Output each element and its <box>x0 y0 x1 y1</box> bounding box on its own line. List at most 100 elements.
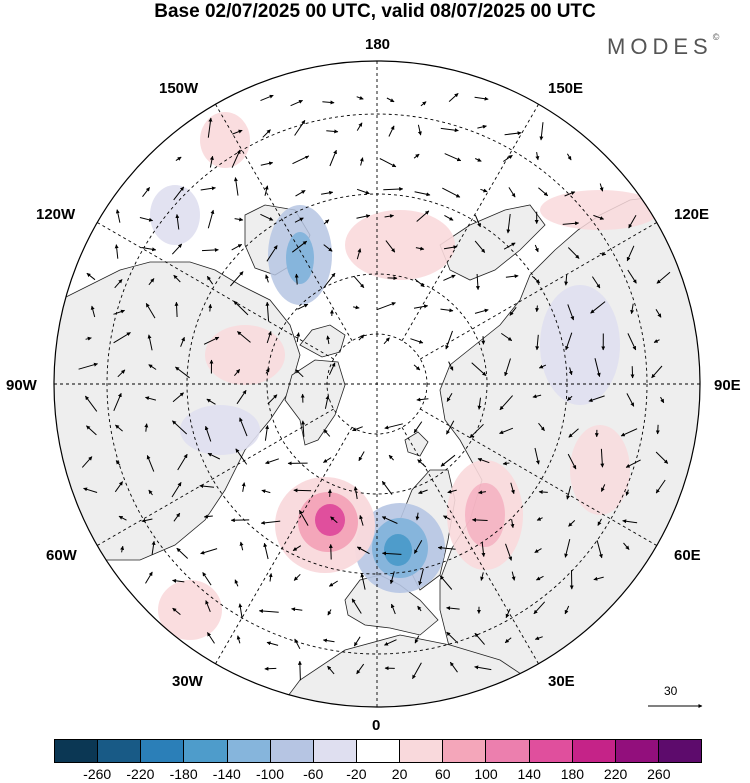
wind-vector <box>383 337 390 345</box>
wind-vector <box>322 638 335 643</box>
map-title: Base 02/07/2025 00 UTC, valid 08/07/2025… <box>154 1 596 22</box>
wind-vector <box>471 362 487 376</box>
wind-vector <box>590 301 606 314</box>
lon-label-120e: 120E <box>674 206 710 223</box>
anomaly-shading <box>150 112 660 640</box>
wind-vector <box>323 457 332 463</box>
wind-vector <box>415 246 425 251</box>
wind-vector <box>86 272 96 281</box>
colorbar-segment <box>98 740 142 762</box>
wind-vector <box>351 598 362 614</box>
wind-vector <box>505 608 511 619</box>
wind-vector <box>329 149 337 167</box>
land-africa <box>269 634 601 707</box>
brand-copyright: © <box>712 32 720 42</box>
wind-vector <box>83 487 98 493</box>
wind-vector <box>265 368 270 374</box>
wind-vector <box>533 601 546 615</box>
wind-vector <box>84 395 98 412</box>
brand-name: MODES <box>607 34 713 59</box>
wind-vector <box>200 548 218 555</box>
wind-vector <box>535 305 540 313</box>
wind-vector <box>630 303 635 315</box>
wind-vector <box>413 304 429 309</box>
wind-vector <box>115 424 123 432</box>
wind-vector <box>626 393 635 407</box>
wind-vector <box>622 519 638 524</box>
wind-vector <box>199 484 215 489</box>
colorbar-segment <box>227 740 271 762</box>
colorbar-segment <box>486 740 530 762</box>
wind-vector <box>264 666 277 671</box>
wind-vector <box>260 520 281 525</box>
wind-vector <box>144 423 149 432</box>
wind-vector <box>448 93 459 102</box>
wind-vector <box>208 303 213 312</box>
wind-vector <box>234 369 241 377</box>
wind-vector <box>321 190 334 195</box>
wind-vector <box>236 389 247 405</box>
wind-vector <box>594 358 601 377</box>
wind-vector <box>474 214 481 228</box>
colorbar-tick-label: -180 <box>169 766 198 782</box>
wind-vector <box>85 336 92 341</box>
wind-vector <box>511 571 516 581</box>
land-svalbard <box>404 431 429 457</box>
wind-vector <box>504 637 512 644</box>
anomaly-positive-eastasia <box>540 190 660 230</box>
wind-vector <box>382 551 402 556</box>
wind-vector <box>352 426 363 432</box>
anomaly-positive-canada <box>205 325 285 385</box>
wind-vector <box>414 635 420 644</box>
wind-vector <box>474 240 486 253</box>
wind-vector <box>503 154 513 162</box>
anomaly-positive-atlantic-south <box>158 580 222 640</box>
anomaly-negative-siberia <box>540 285 620 405</box>
wind-vector <box>148 278 155 286</box>
wind-vector <box>114 279 123 289</box>
wind-vector <box>627 269 637 284</box>
wind-vector <box>418 489 428 495</box>
wind-vector <box>353 305 360 310</box>
wind-vector <box>568 428 579 438</box>
wind-vector <box>239 417 248 437</box>
wind-vector <box>596 540 603 559</box>
wind-vector <box>233 300 249 316</box>
wind-vector <box>567 395 573 401</box>
wind-vector <box>588 395 605 402</box>
wind-vector <box>418 568 424 586</box>
colorbar-segment <box>572 740 616 762</box>
wind-vector <box>597 518 602 526</box>
wind-vector <box>297 660 302 681</box>
wind-vector <box>446 420 455 435</box>
wind-vector <box>653 339 660 343</box>
wind-vector <box>509 306 517 316</box>
wind-vector <box>114 244 119 259</box>
wind-vector <box>206 398 216 405</box>
wind-vector <box>417 605 422 612</box>
wind-vector <box>236 635 241 644</box>
wind-vector <box>142 187 150 198</box>
wind-vector <box>475 273 480 291</box>
wind-vector <box>328 362 336 376</box>
colorbar-tick-label: -220 <box>126 766 155 782</box>
lon-label-60w: 60W <box>46 547 77 564</box>
wind-vector <box>356 122 363 131</box>
wind-vector <box>301 420 306 437</box>
wind-vector <box>172 420 188 435</box>
wind-vector <box>295 189 306 197</box>
wind-vector <box>296 332 301 343</box>
wind-vector <box>538 364 547 369</box>
wind-vector <box>440 308 454 313</box>
wind-vector <box>384 214 394 219</box>
wind-vector <box>442 187 461 198</box>
wind-vector <box>326 129 339 134</box>
wind-vector <box>386 97 395 103</box>
wind-vector <box>356 248 362 260</box>
colorbar-segment <box>356 740 401 762</box>
wind-vector <box>443 245 458 250</box>
wind-vector <box>173 512 181 522</box>
wind-vector <box>448 361 454 371</box>
wind-vector <box>151 540 156 555</box>
wind-vector <box>173 186 185 201</box>
